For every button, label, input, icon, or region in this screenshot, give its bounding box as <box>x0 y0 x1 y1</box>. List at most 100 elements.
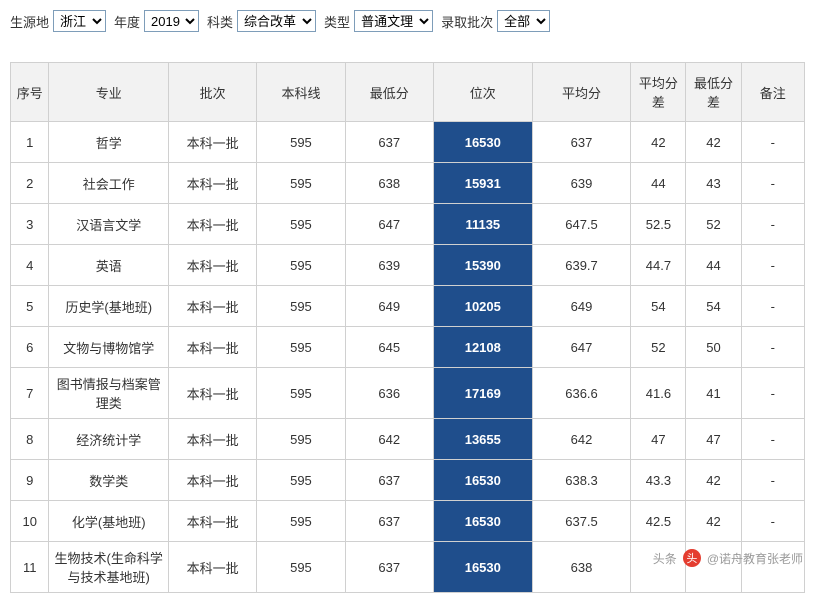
table-cell: 42 <box>686 501 741 542</box>
table-cell: 汉语言文学 <box>49 204 169 245</box>
table-cell: 43 <box>686 163 741 204</box>
table-cell: 本科一批 <box>168 122 256 163</box>
table-cell: 16530 <box>433 501 532 542</box>
filter-bar: 生源地 浙江 年度 2019 科类 综合改革 类型 普通文理 录取批次 全部 <box>10 10 805 32</box>
table-cell: 43.3 <box>631 460 686 501</box>
table-cell: 642 <box>345 419 433 460</box>
table-cell: 637 <box>345 460 433 501</box>
table-row: 6文物与博物馆学本科一批595645121086475250- <box>11 327 805 368</box>
table-cell: 本科一批 <box>168 419 256 460</box>
table-header-cell: 本科线 <box>257 63 345 122</box>
table-cell <box>631 542 686 593</box>
admissions-table: 序号专业批次本科线最低分位次平均分平均分差最低分差备注 1哲学本科一批59563… <box>10 62 805 593</box>
table-cell: 52 <box>686 204 741 245</box>
table-cell: 42 <box>631 122 686 163</box>
table-cell: - <box>741 122 804 163</box>
table-cell: 11 <box>11 542 49 593</box>
table-header-cell: 序号 <box>11 63 49 122</box>
table-cell: 本科一批 <box>168 245 256 286</box>
filter-year-select[interactable]: 2019 <box>144 10 199 32</box>
table-cell: 7 <box>11 368 49 419</box>
filter-subject-select[interactable]: 综合改革 <box>237 10 316 32</box>
table-cell: - <box>741 327 804 368</box>
table-cell: 50 <box>686 327 741 368</box>
table-cell: 42 <box>686 122 741 163</box>
filter-type-select[interactable]: 普通文理 <box>354 10 433 32</box>
table-cell: 42 <box>686 460 741 501</box>
table-row: 3汉语言文学本科一批59564711135647.552.552- <box>11 204 805 245</box>
table-cell: 英语 <box>49 245 169 286</box>
table-cell: 595 <box>257 163 345 204</box>
filter-batch-label: 录取批次 <box>441 12 493 31</box>
table-cell: 社会工作 <box>49 163 169 204</box>
table-row: 9数学类本科一批59563716530638.343.342- <box>11 460 805 501</box>
filter-type: 类型 普通文理 <box>324 10 433 32</box>
table-cell: 10 <box>11 501 49 542</box>
table-cell: 647.5 <box>532 204 631 245</box>
table-cell: - <box>741 368 804 419</box>
table-cell: 本科一批 <box>168 460 256 501</box>
table-cell: 化学(基地班) <box>49 501 169 542</box>
table-header-row: 序号专业批次本科线最低分位次平均分平均分差最低分差备注 <box>11 63 805 122</box>
table-head: 序号专业批次本科线最低分位次平均分平均分差最低分差备注 <box>11 63 805 122</box>
table-cell: 本科一批 <box>168 368 256 419</box>
table-cell: 636.6 <box>532 368 631 419</box>
table-cell <box>741 542 804 593</box>
table-cell: 41.6 <box>631 368 686 419</box>
table-cell: 595 <box>257 460 345 501</box>
table-cell: 47 <box>686 419 741 460</box>
table-body: 1哲学本科一批595637165306374242-2社会工作本科一批59563… <box>11 122 805 593</box>
table-cell: 637 <box>345 501 433 542</box>
filter-year: 年度 2019 <box>114 10 199 32</box>
table-cell: 生物技术(生命科学与技术基地班) <box>49 542 169 593</box>
filter-type-label: 类型 <box>324 12 350 31</box>
table-header-cell: 平均分差 <box>631 63 686 122</box>
table-cell: 15390 <box>433 245 532 286</box>
table-cell: - <box>741 163 804 204</box>
filter-subject: 科类 综合改革 <box>207 10 316 32</box>
table-header-cell: 位次 <box>433 63 532 122</box>
table-row: 5历史学(基地班)本科一批595649102056495454- <box>11 286 805 327</box>
table-cell: - <box>741 204 804 245</box>
table-cell: 645 <box>345 327 433 368</box>
table-cell: 16530 <box>433 122 532 163</box>
filter-batch-select[interactable]: 全部 <box>497 10 550 32</box>
table-cell: 595 <box>257 286 345 327</box>
filter-origin-select[interactable]: 浙江 <box>53 10 106 32</box>
table-row: 11生物技术(生命科学与技术基地班)本科一批59563716530638 <box>11 542 805 593</box>
table-cell: 5 <box>11 286 49 327</box>
table-cell: 历史学(基地班) <box>49 286 169 327</box>
table-cell: 637 <box>532 122 631 163</box>
table-cell: 595 <box>257 245 345 286</box>
table-row: 2社会工作本科一批595638159316394443- <box>11 163 805 204</box>
table-cell: 595 <box>257 542 345 593</box>
table-cell: 本科一批 <box>168 542 256 593</box>
table-cell: 642 <box>532 419 631 460</box>
table-cell: 哲学 <box>49 122 169 163</box>
table-cell: 637 <box>345 542 433 593</box>
table-cell: - <box>741 419 804 460</box>
table-cell: 本科一批 <box>168 327 256 368</box>
table-cell: 16530 <box>433 542 532 593</box>
table-header-cell: 专业 <box>49 63 169 122</box>
table-cell: 8 <box>11 419 49 460</box>
table-cell: 6 <box>11 327 49 368</box>
table-cell: 639.7 <box>532 245 631 286</box>
table-cell: 经济统计学 <box>49 419 169 460</box>
table-cell <box>686 542 741 593</box>
table-cell: 4 <box>11 245 49 286</box>
table-header-cell: 最低分差 <box>686 63 741 122</box>
table-cell: 54 <box>686 286 741 327</box>
table-cell: 12108 <box>433 327 532 368</box>
table-cell: - <box>741 245 804 286</box>
table-cell: 10205 <box>433 286 532 327</box>
filter-origin: 生源地 浙江 <box>10 10 106 32</box>
table-row: 7图书情报与档案管理类本科一批59563617169636.641.641- <box>11 368 805 419</box>
table-cell: 637 <box>345 122 433 163</box>
table-cell: 595 <box>257 204 345 245</box>
table-cell: 9 <box>11 460 49 501</box>
table-header-cell: 平均分 <box>532 63 631 122</box>
table-cell: - <box>741 286 804 327</box>
table-cell: 638 <box>345 163 433 204</box>
table-cell: 11135 <box>433 204 532 245</box>
